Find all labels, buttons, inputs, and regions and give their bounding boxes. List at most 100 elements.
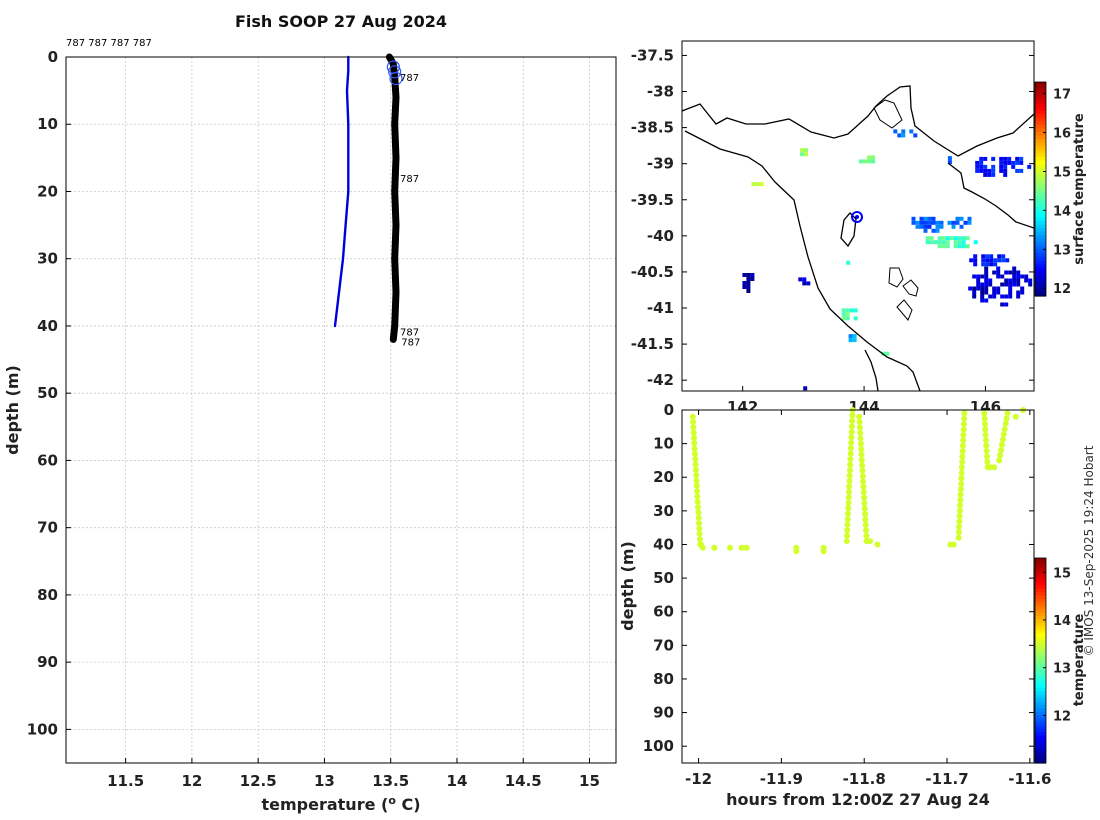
section-point (861, 505, 868, 512)
sst-cell (1001, 254, 1006, 259)
colorbar-band (1035, 694, 1046, 699)
section-point (848, 423, 855, 430)
profile-x-label-sup: o (388, 794, 396, 807)
profile-y-tick-label: 0 (48, 48, 58, 66)
section-point (957, 502, 964, 509)
colorbar-tick-label: 12 (1053, 709, 1071, 724)
sst-cell (985, 258, 990, 263)
sst-cell (1003, 160, 1008, 165)
sst-cell (1019, 168, 1024, 173)
profile-x-tick-label: 14 (447, 772, 468, 790)
section-point (981, 415, 988, 422)
sst-cell (1012, 270, 1017, 275)
section-point (956, 507, 963, 514)
sst-cell (1020, 290, 1025, 295)
sst-cell (988, 278, 993, 283)
sst-cell (1015, 160, 1020, 165)
colorbar-tick-label: 16 (1053, 127, 1071, 142)
sst-cell (996, 270, 1001, 275)
sst-cell (973, 262, 978, 267)
profile-y-tick-label: 30 (37, 250, 58, 268)
sst-cell (988, 294, 993, 299)
sst-cell (993, 262, 998, 267)
profile-cast-label: 787 (401, 337, 420, 348)
sst-cell (979, 164, 984, 169)
sst-cell (1004, 270, 1009, 275)
sst-cell (923, 228, 928, 233)
colorbar-band (1035, 715, 1046, 720)
section-plot: -12 -11.9 -11.8 -11.7 -11.6 0 10 20 30 40 50 60 70 80… (618, 401, 1087, 809)
colorbar-band (1035, 153, 1046, 158)
section-point (692, 456, 699, 463)
colorbar-band (1035, 633, 1046, 638)
section-point (691, 445, 698, 452)
colorbar-band (1035, 640, 1046, 645)
section-y-label: depth (m) (618, 541, 637, 631)
sst-cell (984, 274, 989, 279)
sst-cell (967, 220, 972, 225)
colorbar-band (1035, 612, 1046, 617)
sst-cell (963, 220, 968, 225)
sst-cell (991, 164, 996, 169)
section-point (982, 431, 989, 438)
sst-cell (987, 168, 992, 173)
sst-cell (1012, 278, 1017, 283)
sst-cell (845, 308, 850, 313)
section-point (743, 544, 750, 551)
sst-cell (947, 156, 952, 161)
sst-cell (951, 220, 956, 225)
section-point (861, 494, 868, 501)
section-point (848, 434, 855, 441)
sst-cell (996, 290, 1001, 295)
section-point (693, 482, 700, 489)
sst-cell (871, 159, 875, 164)
sst-cell (750, 273, 755, 277)
sst-cell (937, 240, 942, 245)
colorbar-band (1035, 121, 1046, 126)
section-point (856, 424, 863, 431)
sst-cell (925, 240, 930, 245)
profile-start-marker (389, 71, 403, 86)
sst-cell (867, 159, 871, 164)
colorbar-band (1035, 199, 1046, 204)
profile-y-tick-label: 100 (27, 720, 58, 738)
sst-cell (931, 220, 936, 225)
colorbar-band (1035, 263, 1046, 269)
profile-y-tick-label: 60 (37, 451, 58, 469)
profile-x-label-main: temperature ( (261, 795, 388, 814)
sst-cell (965, 244, 970, 249)
section-point (1003, 415, 1010, 422)
section-point (981, 410, 988, 417)
colorbar-tick-label: 14 (1053, 614, 1071, 629)
sst-cell (746, 285, 751, 289)
section-point (793, 548, 800, 555)
sst-cell (931, 228, 936, 233)
sst-cell (841, 316, 846, 321)
section-point (1004, 410, 1011, 417)
sst-cell (981, 258, 986, 263)
colorbar-band (1035, 149, 1046, 154)
colorbar-band (1035, 142, 1046, 147)
section-point (694, 493, 701, 500)
sst-cell (1028, 278, 1033, 283)
map-y-tick-label: -40 (647, 227, 674, 245)
sst-cell (1000, 274, 1005, 279)
section-point (696, 525, 703, 532)
colorbar-band (1035, 657, 1046, 662)
section-point (955, 534, 962, 541)
colorbar-band (1035, 292, 1046, 297)
colorbar-band (1035, 732, 1046, 737)
sst-cell (1016, 290, 1021, 295)
section-point (959, 448, 966, 455)
section-y-tick-label: 20 (653, 468, 674, 486)
colorbar-band (1035, 670, 1046, 675)
colorbar-band (1035, 626, 1046, 631)
profile-x-tick-label: 13 (314, 772, 335, 790)
sst-cell (972, 286, 977, 291)
section-point (983, 442, 990, 449)
sst-cell (853, 316, 858, 321)
profile-x-tick-label: 12.5 (240, 772, 277, 790)
sst-cell (976, 274, 981, 279)
colorbar-band (1035, 171, 1046, 176)
copyright-credit: © IMOS 13-Sep-2025 19:24 Hobart (1082, 445, 1096, 656)
